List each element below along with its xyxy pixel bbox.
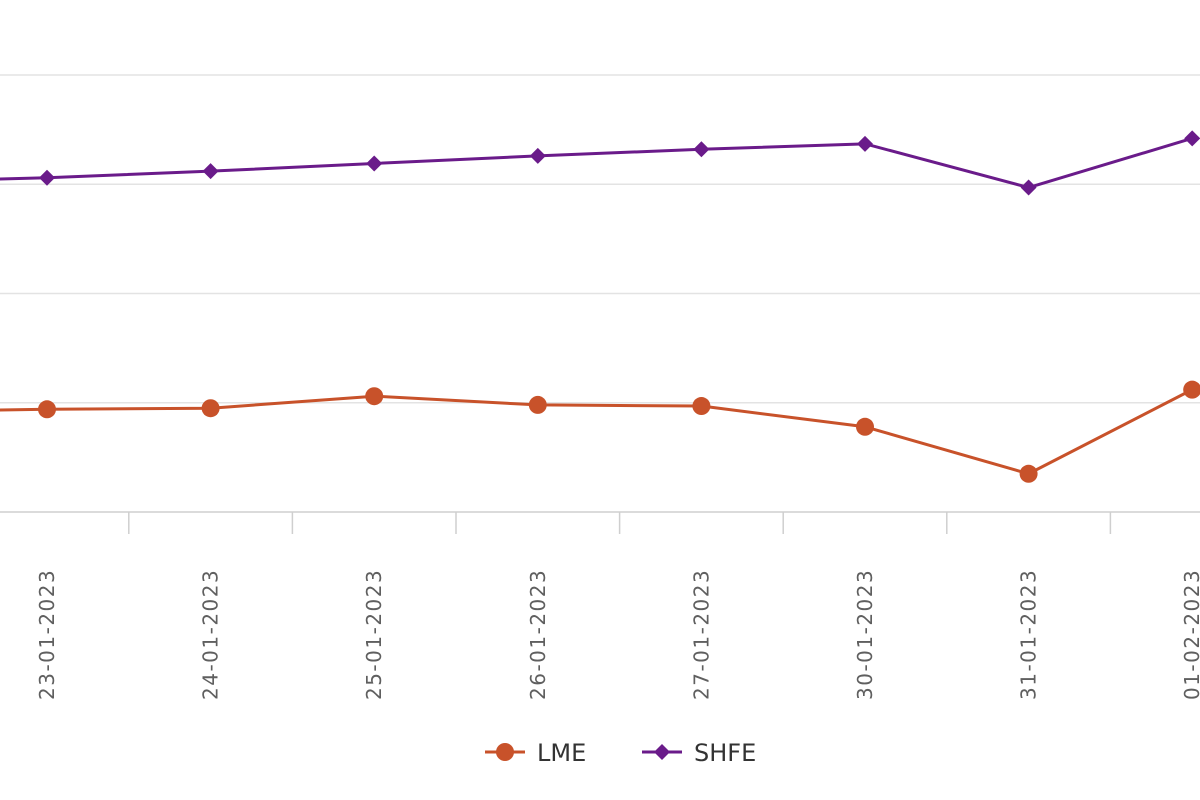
- x-tick-label: 23-01-2023: [35, 569, 59, 700]
- data-point-lme[interactable]: [1019, 464, 1038, 483]
- legend-marker-diamond: [654, 744, 670, 760]
- data-point-shfe[interactable]: [1184, 130, 1200, 147]
- legend-item-lme[interactable]: LME: [485, 739, 586, 767]
- x-tick-label: 31-01-2023: [1017, 569, 1041, 700]
- data-point-shfe[interactable]: [1020, 179, 1037, 196]
- data-point-lme[interactable]: [201, 399, 220, 418]
- legend-item-shfe[interactable]: SHFE: [642, 739, 756, 767]
- data-point-lme[interactable]: [856, 417, 874, 436]
- x-tick-labels: 23-01-2023 24-01-2023 25-01-2023 26-01-2023…: [35, 569, 1200, 700]
- data-point-lme[interactable]: [528, 395, 547, 414]
- x-tick-label: 26-01-2023: [526, 569, 550, 700]
- legend-label: LME: [537, 739, 586, 767]
- legend-marker-circle: [496, 743, 514, 761]
- legend-label: SHFE: [694, 739, 756, 767]
- data-point-lme[interactable]: [692, 397, 711, 416]
- data-point-shfe[interactable]: [857, 135, 873, 152]
- x-axis: [0, 511, 1200, 534]
- grid-layer: [0, 74, 1200, 404]
- data-point-lme[interactable]: [1183, 380, 1200, 399]
- data-point-shfe[interactable]: [202, 163, 219, 180]
- data-point-shfe[interactable]: [366, 155, 383, 172]
- data-point-shfe[interactable]: [529, 147, 546, 164]
- data-point-lme[interactable]: [38, 400, 56, 419]
- series-layer: [0, 130, 1200, 483]
- x-tick-label: 30-01-2023: [853, 569, 877, 700]
- x-tick-label: 25-01-2023: [362, 569, 386, 700]
- x-tick-label: 01-02-2023: [1180, 569, 1200, 700]
- x-tick-label: 24-01-2023: [199, 569, 223, 700]
- data-point-lme[interactable]: [365, 387, 384, 406]
- x-tick-label: 27-01-2023: [689, 569, 713, 700]
- series-line-shfe: [0, 136, 1193, 190]
- data-point-shfe[interactable]: [39, 169, 55, 186]
- data-point-shfe[interactable]: [693, 141, 710, 158]
- legend: LME SHFE: [485, 739, 756, 767]
